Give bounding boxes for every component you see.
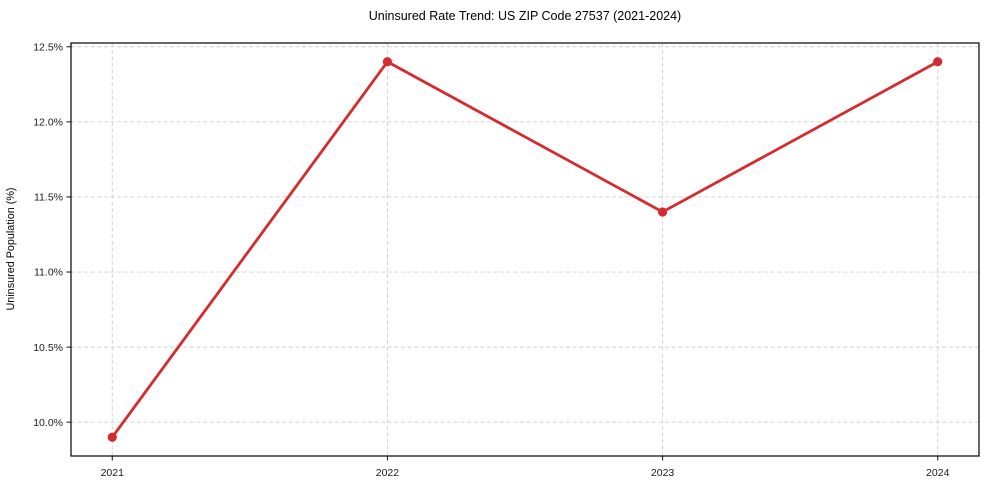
axis-layer: 10.0% 10.5% 11.0% 11.5% 12.0% 12.5% 2021 2022 20… [33,41,980,479]
trend-line-series [107,57,943,442]
data-point-marker [382,57,393,67]
x-tick-label: 2022 [376,467,400,479]
y-tick-label: 12.0% [33,117,63,129]
x-tick-label: 2021 [101,467,125,479]
y-tick-label: 10.5% [33,342,63,354]
y-tick-label: 11.5% [34,192,63,204]
chart-title: Uninsured Rate Trend: US ZIP Code 27537 … [369,9,681,23]
data-point-marker [933,57,943,67]
y-tick-label: 12.5% [33,41,63,53]
y-tick-label: 10.0% [33,417,63,429]
x-tick-label: 2024 [926,467,950,479]
data-point-marker [107,432,117,442]
y-tick-label: 11.0% [34,267,63,279]
plot-frame [70,42,980,457]
x-tick-label: 2023 [651,467,675,479]
data-point-marker [657,207,668,217]
trend-line [110,60,940,439]
y-axis-label: Uninsured Population (%) [5,187,17,310]
grid-layer [71,43,979,456]
